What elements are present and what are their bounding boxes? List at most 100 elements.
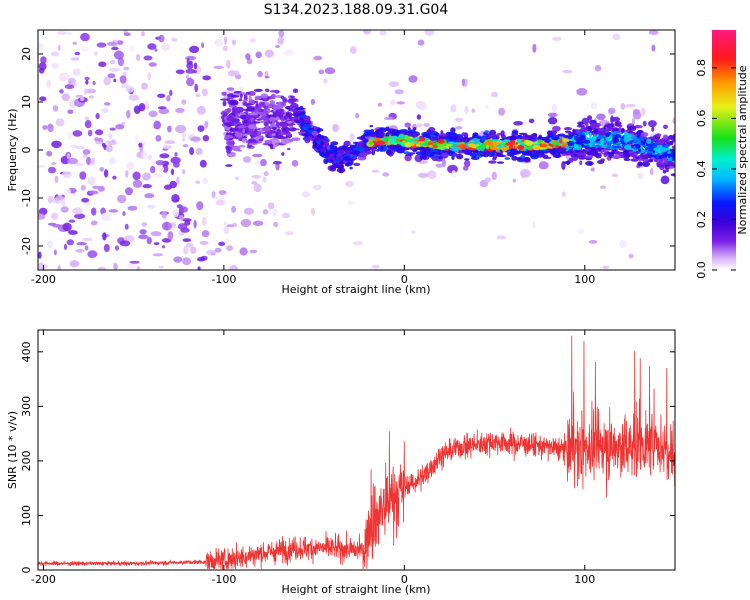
spectrogram-ridge-cell	[290, 95, 295, 99]
spectrogram-ridge-cell	[342, 155, 351, 161]
spectrogram-ridge-cell	[258, 101, 265, 107]
spectrogram-ridge-cell	[582, 149, 586, 152]
spectrogram-noise-cell	[142, 172, 151, 181]
spectrogram-ridge-cell	[268, 114, 276, 117]
spectrogram-ridge-cell	[345, 161, 353, 167]
spectrogram-ridge-cell	[453, 146, 461, 150]
spectrogram-noise-cell	[186, 62, 194, 70]
spectrogram-ridge-cell	[483, 149, 489, 153]
spectrogram-ridge-cell	[428, 144, 433, 148]
spectrogram-noise-cell	[87, 250, 98, 258]
spectrogram-noise-cell	[180, 227, 190, 233]
spectrogram-noise-cell	[194, 83, 199, 93]
spectrogram-noise-cell	[215, 199, 225, 206]
spectrogram-ridge-cell	[404, 142, 412, 148]
spectrogram-noise-cell	[67, 109, 74, 114]
spectrogram-ridge-cell	[586, 144, 590, 147]
spectrogram-noise-cell	[596, 113, 606, 121]
spectrogram-noise-cell	[129, 260, 140, 264]
spectrogram-noise-cell	[147, 43, 157, 50]
spectrogram-ridge-cell	[328, 150, 335, 154]
spectrogram-noise-cell	[94, 137, 99, 142]
spectrogram-ridge-cell	[415, 151, 424, 156]
spectrogram-ridge-cell	[307, 127, 314, 130]
spectrogram-noise-cell	[84, 245, 89, 251]
spectrogram-noise-cell	[109, 127, 116, 131]
spectrogram-noise-cell	[132, 171, 141, 181]
spectrogram-ridge-cell	[413, 127, 417, 131]
spectrogram-noise-cell	[202, 89, 207, 94]
y-tick-label: 20	[20, 47, 33, 61]
spectrogram-ridge-cell	[517, 145, 525, 150]
spectrogram-noise-cell	[176, 176, 180, 185]
spectrogram-ridge-cell	[375, 133, 379, 138]
spectrogram-ridge-cell	[271, 126, 277, 130]
spectrogram-noise-cell	[64, 84, 75, 90]
spectrogram-noise-cell	[163, 145, 172, 150]
spectrogram-ridge-cell	[246, 106, 255, 112]
spectrogram-ridge-cell	[353, 147, 361, 151]
spectrogram-ridge-cell	[472, 135, 476, 139]
spectrogram-noise-cell	[214, 38, 224, 47]
spectrogram-noise-cell	[332, 124, 340, 132]
spectrogram-noise-cell	[267, 202, 275, 210]
snr-series-line	[38, 335, 675, 570]
spectrogram-noise-cell	[158, 108, 170, 115]
spectrogram-noise-cell	[126, 161, 135, 170]
spectrogram-ridge-cell	[653, 160, 659, 162]
spectrogram-noise-cell	[496, 235, 507, 240]
spectrogram-ridge-cell	[220, 98, 229, 101]
spectrogram-noise-cell	[382, 172, 390, 177]
spectrogram-ridge-cell	[380, 145, 384, 151]
spectrogram-noise-cell	[124, 223, 129, 230]
spectrogram-ridge-cell	[659, 166, 665, 170]
spectrogram-ridge-cell	[320, 140, 324, 146]
spectrogram-ridge-cell	[561, 138, 570, 143]
spectrogram-noise-cell	[123, 66, 130, 71]
spectrogram-ridge-cell	[637, 155, 642, 158]
spectrogram-ridge-cell	[606, 151, 615, 155]
spectrogram-noise-cell	[273, 221, 279, 228]
spectrogram-noise-cell	[185, 68, 196, 74]
spectrogram-noise-cell	[552, 36, 562, 41]
spectrogram-ridge-cell	[637, 161, 643, 167]
spectrogram-noise-cell	[345, 180, 354, 187]
spectrogram-ridge-cell	[563, 134, 570, 139]
spectrogram-noise-cell	[215, 196, 225, 200]
spectrogram-ridge-cell	[659, 147, 668, 153]
spectrogram-ridge-cell	[627, 149, 633, 152]
spectrogram-noise-cell	[157, 166, 165, 172]
spectrogram-noise-cell	[231, 70, 240, 75]
spectrogram-ridge-cell	[663, 124, 668, 129]
spectrogram-ridge-cell	[567, 148, 574, 154]
spectrogram-noise-cell	[47, 240, 53, 249]
colorbar: 0.0 0.2 0.4 0.6 0.8 Normalized spectral ampl…	[695, 30, 749, 279]
spectrogram-noise-cell	[213, 65, 224, 70]
spectrogram-noise-cell	[211, 190, 216, 199]
spectrogram-ridge-cell	[241, 138, 247, 143]
spectrogram-ridge-cell	[530, 153, 540, 160]
spectrogram-noise-cell	[204, 120, 209, 129]
spectrogram-ridge-cell	[225, 146, 231, 151]
spectrogram-noise-cell	[562, 70, 573, 74]
spectrogram-ridge-cell	[577, 154, 586, 160]
spectrogram-noise-cell	[79, 171, 87, 180]
spectrogram-noise-cell	[262, 176, 267, 183]
spectrogram-ridge-cell	[598, 135, 607, 139]
spectrogram-ridge-cell	[336, 149, 342, 154]
spectrogram-noise-cell	[416, 114, 422, 120]
spectrogram-ridge-cell	[447, 141, 455, 145]
spectrogram-noise-cell	[488, 160, 497, 164]
spectrogram-ridge-cell	[293, 119, 300, 123]
spectrogram-ridge-cell	[291, 108, 298, 113]
spectrogram-ridge-cell	[653, 147, 658, 151]
spectrogram-ridge-cell	[383, 136, 388, 143]
spectrogram-noise-cell	[174, 152, 178, 157]
spectrogram-noise-cell	[119, 75, 127, 84]
spectrogram-noise-cell	[38, 67, 45, 74]
spectrogram-ridge-cell	[511, 130, 519, 135]
spectrogram-ridge-cell	[333, 155, 337, 158]
spectrogram-noise-cell	[197, 125, 205, 132]
spectrogram-noise-cell	[484, 177, 492, 183]
